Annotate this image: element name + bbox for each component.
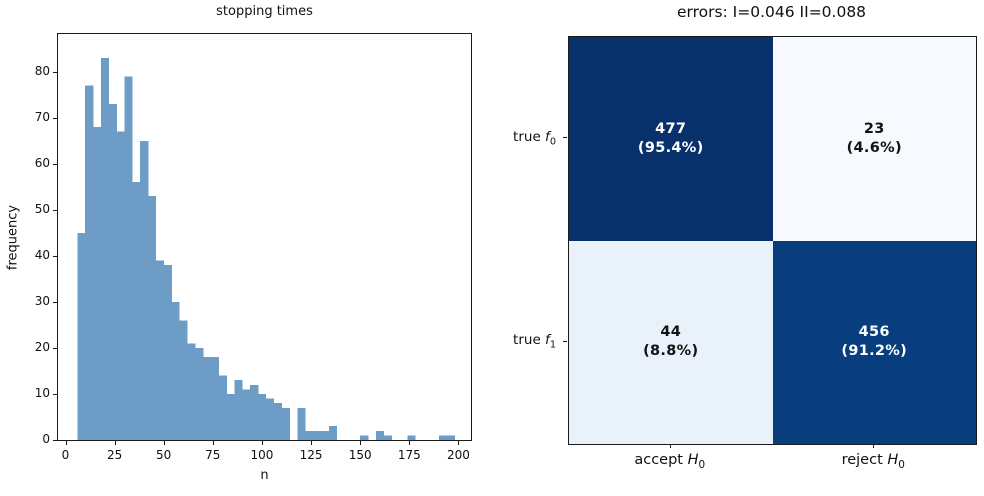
cell-percent: (91.2%) [841, 343, 908, 360]
x-tick [114, 441, 116, 445]
y-tick [53, 209, 57, 211]
y-tick [53, 117, 57, 119]
confusion-matrix: 477 (95.4%) 23 (4.6%) 44 (8.8%) 456 (91.… [568, 36, 977, 445]
cell-percent: (95.4%) [637, 139, 704, 156]
x-tick [261, 441, 263, 445]
histogram-plot-area: 0 25 50 75 100 125 150 175 200 0 10 20 30 40 50 60 70 80 [35, 33, 472, 462]
y-tick [53, 301, 57, 303]
x-tick-label: 150 [348, 448, 372, 462]
row-tick-1 [563, 340, 567, 342]
y-tick [53, 255, 57, 257]
y-tick-label: 60 [34, 155, 50, 170]
histogram-title: stopping times [216, 4, 313, 19]
y-tick-label: 0 [42, 432, 50, 446]
x-tick [65, 441, 67, 445]
x-tick-label: 100 [250, 448, 274, 462]
x-tick-label: 50 [156, 448, 172, 462]
histogram-bars [77, 57, 455, 440]
cell-true-f1-reject: 456 (91.2%) [772, 240, 976, 444]
cell-true-f0-accept: 477 (95.4%) [569, 37, 773, 241]
x-tick [360, 441, 362, 445]
y-tick-label: 70 [34, 109, 50, 124]
x-tick [163, 441, 165, 445]
y-tick [53, 71, 57, 73]
y-tick-label: 40 [34, 247, 50, 262]
col-label-accept-h0: accept H0 [634, 452, 706, 471]
y-tick-label: 20 [34, 339, 50, 354]
x-tick [311, 441, 313, 445]
y-tick-label: 30 [34, 293, 50, 308]
row-label-true-f0: true f0 [513, 128, 556, 148]
y-tick-label: 50 [34, 201, 50, 216]
col-tick-1 [873, 444, 875, 448]
cell-percent: (8.8%) [643, 343, 699, 360]
x-tick-label: 200 [446, 448, 470, 462]
cell-percent: (4.6%) [846, 139, 902, 156]
row-label-true-f1: true f1 [513, 332, 556, 351]
y-tick [53, 394, 57, 395]
cell-count: 44 [660, 324, 682, 341]
x-tick [212, 441, 214, 445]
cell-count: 456 [858, 324, 890, 341]
confusion-matrix-title: errors: I=0.046 II=0.088 [676, 3, 867, 21]
x-axis-label: n [260, 468, 269, 483]
x-tick-label: 0 [61, 448, 70, 462]
x-tick-label: 25 [106, 448, 123, 462]
x-tick [409, 441, 411, 445]
y-tick [53, 347, 57, 349]
x-tick [458, 441, 460, 445]
y-tick-label: 10 [34, 386, 50, 400]
y-tick [53, 163, 57, 165]
y-axis-label: frequency [5, 204, 21, 271]
cell-true-f1-accept: 44 (8.8%) [569, 240, 773, 444]
cell-count: 477 [655, 120, 687, 137]
x-tick-label: 125 [299, 448, 323, 462]
y-tick [53, 440, 57, 441]
cell-count: 23 [863, 120, 885, 137]
x-tick-label: 75 [205, 448, 221, 462]
cell-true-f0-reject: 23 (4.6%) [772, 37, 976, 241]
col-tick-0 [669, 444, 671, 448]
col-label-reject-h0: reject H0 [841, 452, 905, 471]
x-tick-label: 175 [397, 448, 421, 462]
row-tick-0 [563, 137, 567, 139]
y-tick-label: 80 [34, 63, 50, 78]
